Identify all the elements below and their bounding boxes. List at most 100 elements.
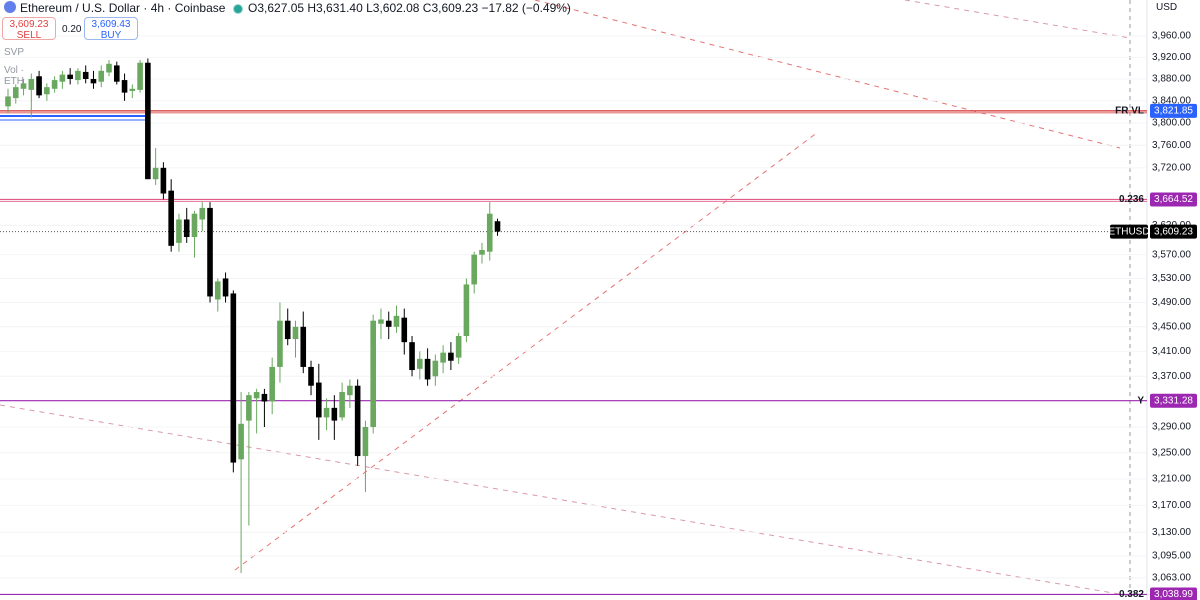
y-tick-label: 3,250.00 — [1152, 447, 1191, 458]
candle-body — [323, 407, 330, 418]
candle-body — [129, 88, 136, 91]
y-tick-label: 3,063.00 — [1152, 572, 1191, 583]
candle-body — [347, 385, 353, 396]
y-tick-label: 3,490.00 — [1152, 297, 1191, 308]
candle-body — [137, 62, 143, 90]
candle-body — [160, 167, 167, 194]
price-badge-label: 3,821.85 — [1154, 105, 1193, 116]
candle-body — [67, 74, 73, 79]
currency[interactable]: USD — [1156, 2, 1178, 13]
price-badge — [1150, 192, 1197, 207]
candle-body — [261, 393, 268, 402]
candle-body — [463, 284, 470, 337]
vol-indicator[interactable]: Vol · ETH — [4, 65, 25, 87]
candle-body — [5, 96, 11, 107]
candle-body — [191, 213, 198, 238]
candle-body — [44, 87, 50, 95]
buy-button[interactable]: 3,609.43 BUY — [84, 17, 138, 41]
candle-body — [51, 80, 58, 89]
candle-body — [409, 342, 415, 371]
level-name: ETHUSD — [1108, 226, 1149, 237]
candle-body — [20, 83, 27, 89]
price-badge-label: 3,664.52 — [1154, 194, 1193, 205]
candle-body — [331, 407, 338, 421]
candle-body — [300, 326, 307, 367]
level-name-badge — [1110, 224, 1148, 239]
spread: 0.20 — [62, 24, 82, 35]
y-tick-label: 3,370.00 — [1152, 371, 1191, 382]
candle-body — [292, 326, 299, 340]
candle-body — [246, 395, 252, 421]
candle-body — [494, 221, 501, 232]
trend-line — [0, 404, 1126, 596]
symbol-title: Ethereum / U.S. Dollar · 4h · Coinbase — [20, 1, 226, 15]
candle-body — [277, 320, 283, 367]
candle-body — [28, 78, 35, 90]
candle-body — [479, 249, 485, 255]
y-tick-label: 3,170.00 — [1152, 500, 1191, 511]
candle-body — [486, 213, 493, 252]
candle-body — [339, 392, 345, 418]
eth-icon — [4, 1, 16, 13]
candle-body — [432, 360, 439, 377]
candle-body — [440, 352, 446, 363]
candle-body — [471, 254, 477, 285]
candle-body — [269, 366, 275, 402]
y-tick-label: 3,290.00 — [1152, 422, 1191, 433]
y-tick-label: 3,960.00 — [1152, 31, 1191, 42]
buy-label: BUY — [100, 30, 122, 41]
price-badge — [1150, 103, 1197, 118]
level-name: Y — [1137, 395, 1144, 406]
y-tick-label: 3,095.00 — [1152, 551, 1191, 562]
candle-body — [176, 219, 182, 243]
y-tick-label: 3,570.00 — [1152, 249, 1191, 260]
sell-label: SELL — [16, 30, 42, 41]
price-axis-bg — [1147, 0, 1200, 600]
price-badge — [1150, 224, 1197, 239]
candle-body — [90, 78, 97, 84]
trend-line — [534, 0, 1121, 149]
price-badge-label: 3,609.23 — [1154, 226, 1193, 237]
candle-body — [455, 336, 462, 358]
y-tick-label: 3,530.00 — [1152, 273, 1191, 284]
y-tick-label: 3,760.00 — [1152, 140, 1191, 151]
price-badge — [1150, 393, 1197, 408]
candle-body — [448, 352, 454, 361]
candle-body — [106, 63, 112, 73]
price-badge — [1150, 587, 1197, 600]
y-tick-label: 3,450.00 — [1152, 321, 1191, 332]
y-tick-label: 3,210.00 — [1152, 474, 1191, 485]
y-tick-label: 3,880.00 — [1152, 74, 1191, 85]
candle-body — [145, 62, 151, 180]
candle-body — [316, 382, 322, 418]
market-status — [233, 4, 243, 14]
svp-indicator[interactable]: SVP — [4, 47, 25, 58]
candle-body — [362, 427, 369, 457]
candle-body — [183, 219, 190, 238]
candle-body — [370, 320, 376, 428]
ohlc-values: O3,627.05 H3,631.40 L3,602.08 C3,609.23 … — [248, 1, 571, 15]
candle-body — [222, 278, 229, 297]
y-tick-label: 3,920.00 — [1152, 52, 1191, 63]
sell-button[interactable]: 3,609.23 SELL — [2, 17, 56, 41]
candle-body — [417, 358, 423, 369]
candle-body — [207, 207, 213, 297]
level-name: FR VL — [1115, 105, 1144, 116]
price-badge-label: 3,331.28 — [1154, 395, 1193, 406]
candle-body — [214, 281, 221, 300]
candle-body — [75, 70, 81, 81]
candle-body — [378, 319, 384, 324]
candle-body — [424, 358, 431, 380]
candle-body — [98, 70, 105, 82]
candle-body — [253, 392, 260, 399]
y-tick-label: 3,800.00 — [1152, 118, 1191, 129]
candle-body — [121, 80, 128, 93]
candle-body — [12, 87, 19, 99]
candle-body — [36, 76, 42, 96]
candle-body — [284, 320, 291, 340]
y-tick-label: 3,130.00 — [1152, 527, 1191, 538]
buy-price: 3,609.43 — [91, 19, 131, 30]
y-tick-label: 3,840.00 — [1152, 95, 1191, 106]
